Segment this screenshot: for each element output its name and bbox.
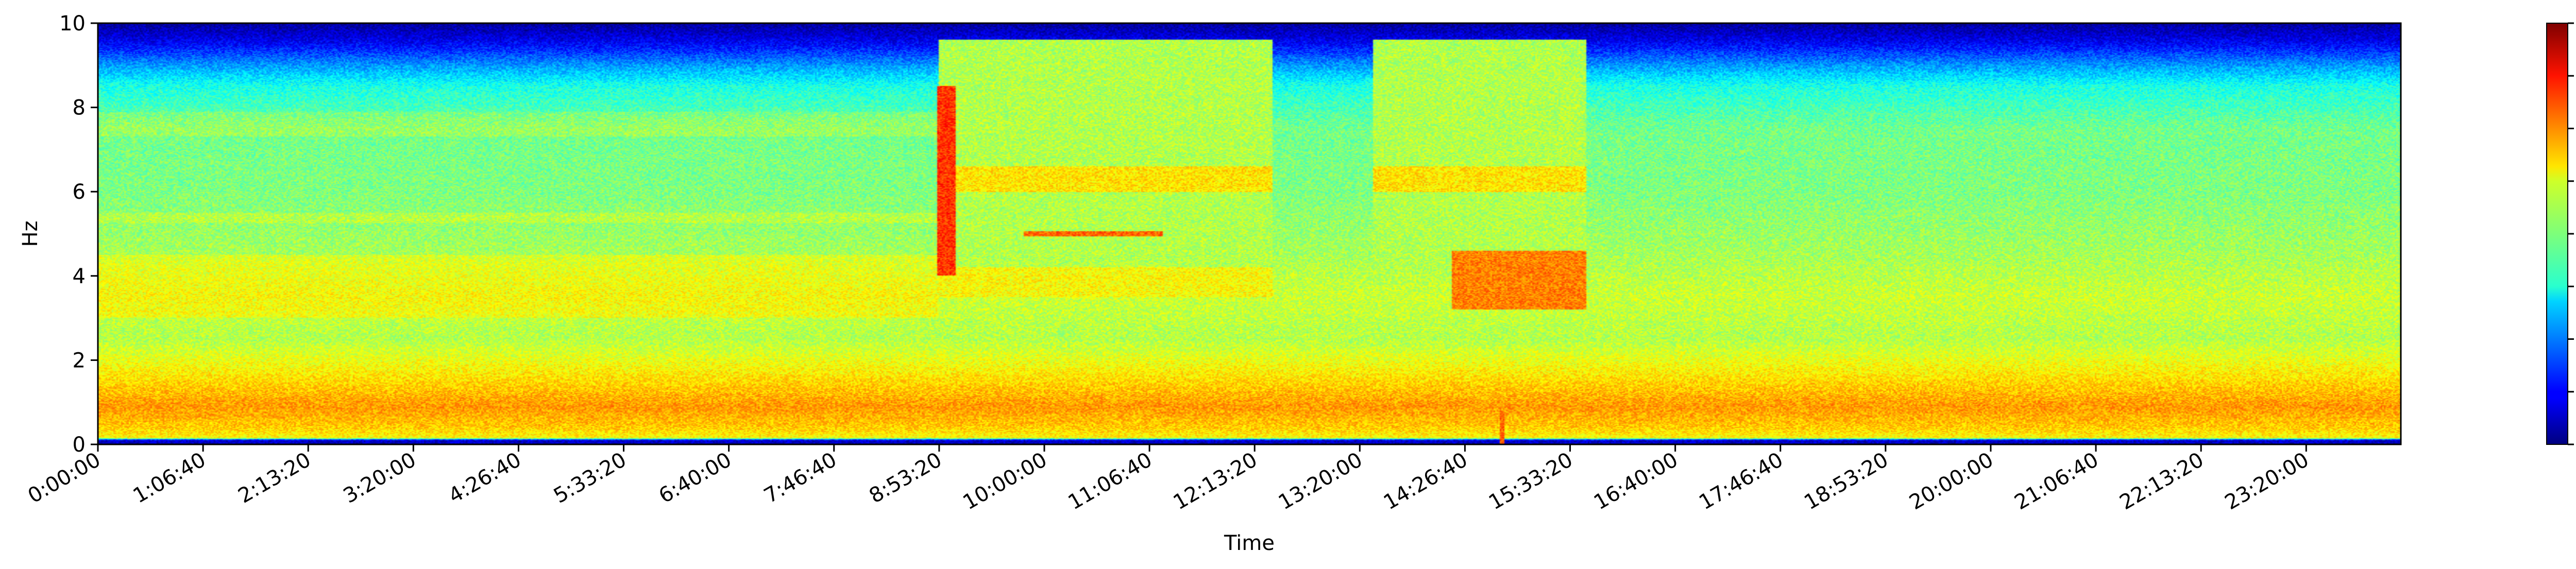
x-tick-label: 23:20:00 [2221, 448, 2313, 515]
y-tick-label: 4 [73, 265, 86, 288]
x-tick-label: 21:06:40 [2010, 448, 2103, 515]
spectrogram-image-holder [98, 23, 2401, 444]
y-tick-label: 8 [73, 96, 86, 120]
colorbar: +0 dB-10 dB-20 dB-30 dB-40 dB-50 dB-60 d… [2546, 22, 2574, 445]
x-tick-label: 17:46:40 [1695, 448, 1787, 515]
x-tick-label: 13:20:00 [1275, 448, 1367, 515]
x-tick-label: 10:00:00 [959, 448, 1051, 515]
x-axis-label: Time [1224, 531, 1275, 555]
y-tick-label: 10 [59, 12, 86, 36]
x-tick-label: 8:53:20 [865, 448, 946, 508]
colorbar-ticks: +0 dB-10 dB-20 dB-30 dB-40 dB-50 dB-60 d… [2568, 22, 2574, 445]
x-axis: 0:00:00 1:06:40 2:13:20 3:20:00 4:26:40 5:33:… [24, 444, 2313, 514]
y-tick-label: 6 [73, 180, 86, 204]
x-tick-label: 5:33:20 [550, 448, 631, 508]
x-tick-label: 20:00:00 [1905, 448, 1997, 515]
x-tick-label: 14:26:40 [1380, 448, 1472, 515]
x-tick-label: 11:06:40 [1064, 448, 1157, 515]
x-tick-label: 16:40:00 [1590, 448, 1682, 515]
x-tick-label: 2:13:20 [234, 448, 315, 508]
x-tick-label: 4:26:40 [445, 448, 526, 508]
x-tick-label: 1:06:40 [129, 448, 210, 508]
spectrogram-plot [97, 22, 2402, 445]
x-tick-label: 6:40:00 [655, 448, 736, 508]
x-tick-label: 18:53:20 [1800, 448, 1892, 515]
y-tick-label: 2 [73, 349, 86, 372]
y-axis-label: Hz [19, 220, 42, 247]
y-tick-label: 0 [73, 433, 86, 457]
x-tick-label: 7:46:40 [760, 448, 841, 508]
plot-frame [97, 22, 2402, 445]
colorbar-gradient [2546, 23, 2568, 445]
x-tick-label: 0:00:00 [24, 448, 105, 508]
x-tick-label: 3:20:00 [340, 448, 420, 508]
spectrogram-heatmap [98, 23, 2401, 444]
x-tick-label: 15:33:20 [1485, 448, 1577, 515]
x-tick-label: 22:13:20 [2116, 448, 2208, 515]
y-axis: 0 2 4 6 8 10 [59, 12, 98, 457]
x-tick-label: 12:13:20 [1170, 448, 1262, 515]
